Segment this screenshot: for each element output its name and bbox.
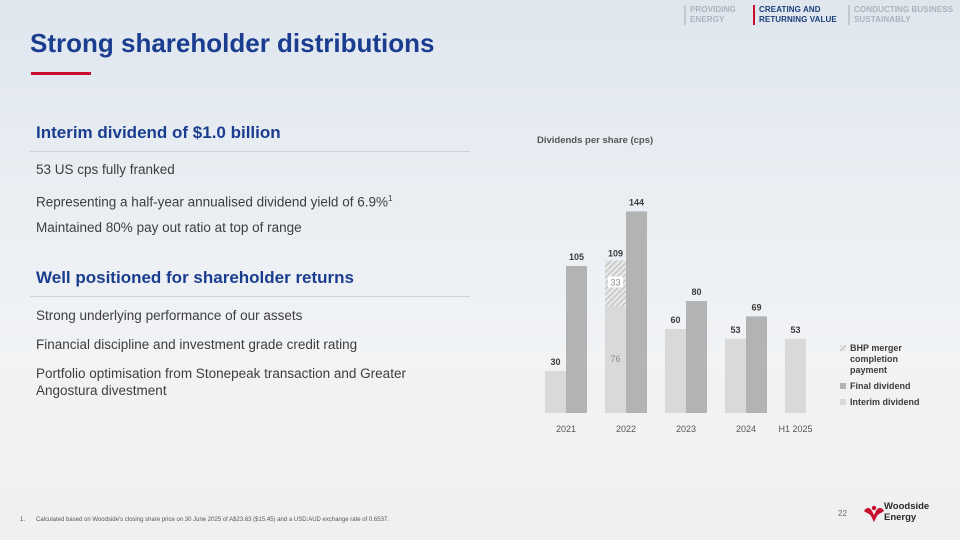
bar-label-interim-H1 2025: 53 (790, 325, 800, 335)
footnote-text: Calculated based on Woodside's closing s… (36, 517, 389, 523)
bullet-point-text: Representing a half-year annualised divi… (36, 194, 388, 210)
bar-label-interim-2023: 60 (670, 315, 680, 325)
x-tick-label-H1 2025: H1 2025 (778, 424, 812, 434)
bhp-label-box (608, 276, 623, 288)
nav-label-line2: ENERGY (690, 15, 725, 24)
woodside-logo-icon (864, 505, 884, 522)
bar-interim-2024 (725, 338, 746, 413)
legend-label: Final dividend (850, 381, 911, 391)
bar-label-bhp: 33 (610, 278, 620, 288)
bullet-point: Strong underlying performance of our ass… (36, 308, 303, 323)
bar-interim-2022 (605, 306, 626, 413)
bar-interim-2021 (545, 371, 566, 413)
bar-label-final-2024: 69 (751, 302, 761, 312)
x-tick-label-2023: 2023 (676, 424, 696, 434)
brand-line2: Energy (884, 511, 917, 523)
x-tick-label-2022: 2022 (616, 424, 636, 434)
bar-label-stack-total: 109 (608, 248, 623, 258)
nav-label-line1: CREATING AND (759, 5, 821, 14)
bullet-point: 53 US cps fully franked (36, 162, 175, 177)
section-heading-interim-dividend: Interim dividend of $1.0 billion (36, 123, 281, 142)
bar-interim-2023 (665, 329, 686, 413)
legend-swatch-bhp (840, 345, 846, 351)
legend-item-interim: Interim dividend (840, 397, 920, 408)
section-heading-shareholder-returns: Well positioned for shareholder returns (36, 268, 355, 287)
x-tick-label-2021: 2021 (556, 424, 576, 434)
nav-creating-returning-value[interactable]: CREATING AND RETURNING VALUE (753, 5, 837, 25)
bar-final-2023 (686, 301, 707, 413)
legend-label: BHP merger (850, 343, 902, 353)
bar-label-final-2021: 105 (569, 252, 584, 262)
bar-label-interim-2024: 53 (730, 325, 740, 335)
bullet-point: Maintained 80% pay out ratio at top of r… (36, 220, 302, 235)
footnote-number: 1. (20, 517, 26, 523)
brand-wordmark: Woodside Energy (884, 501, 930, 523)
section-divider (30, 151, 470, 152)
nav-providing-energy[interactable]: PROVIDING ENERGY (684, 5, 736, 25)
nav-label-line1: PROVIDING (690, 5, 736, 14)
chart-title: Dividends per share (cps) (537, 135, 654, 146)
nav-label-line2: SUSTAINABLY (854, 15, 911, 24)
legend-label: Interim dividend (850, 397, 920, 407)
legend-item-final: Final dividend (840, 381, 911, 392)
legend-label: completion (850, 354, 899, 364)
bar-final-2021 (566, 266, 587, 413)
brand-line1: Woodside (884, 501, 930, 512)
page-title: Strong shareholder distributions (30, 28, 435, 58)
page-number: 22 (838, 509, 847, 518)
x-tick-label-2024: 2024 (736, 424, 756, 434)
bar-label-final-2022: 144 (629, 197, 644, 207)
legend-item-bhp: BHP merger completion payment (840, 343, 902, 376)
footnote-ref: 1 (387, 194, 393, 203)
bullet-point: Representing a half-year annualised divi… (36, 190, 456, 211)
bar-label-final-2023: 80 (691, 287, 701, 297)
bar-final-2022 (626, 211, 647, 413)
section-divider (30, 296, 470, 297)
bar-label-interim-2022: 76 (610, 354, 620, 364)
legend-label: payment (850, 365, 888, 375)
title-underline (31, 72, 91, 75)
bar-interim-H1 2025 (785, 338, 806, 413)
bar-final-2024 (746, 316, 767, 413)
legend-swatch-interim (840, 399, 846, 405)
nav-label-line1: CONDUCTING BUSINESS (854, 5, 954, 14)
bullet-point: Financial discipline and investment grad… (36, 337, 358, 352)
legend-swatch-final (840, 383, 846, 389)
bar-label-interim-2021: 30 (550, 357, 560, 367)
nav-conducting-business-sustainably[interactable]: CONDUCTING BUSINESS SUSTAINABLY (848, 5, 953, 25)
bullet-point: Portfolio optimisation from Stonepeak tr… (36, 366, 406, 398)
nav-label-line2: RETURNING VALUE (759, 15, 837, 24)
footnote: 1. Calculated based on Woodside's closing… (20, 517, 389, 523)
